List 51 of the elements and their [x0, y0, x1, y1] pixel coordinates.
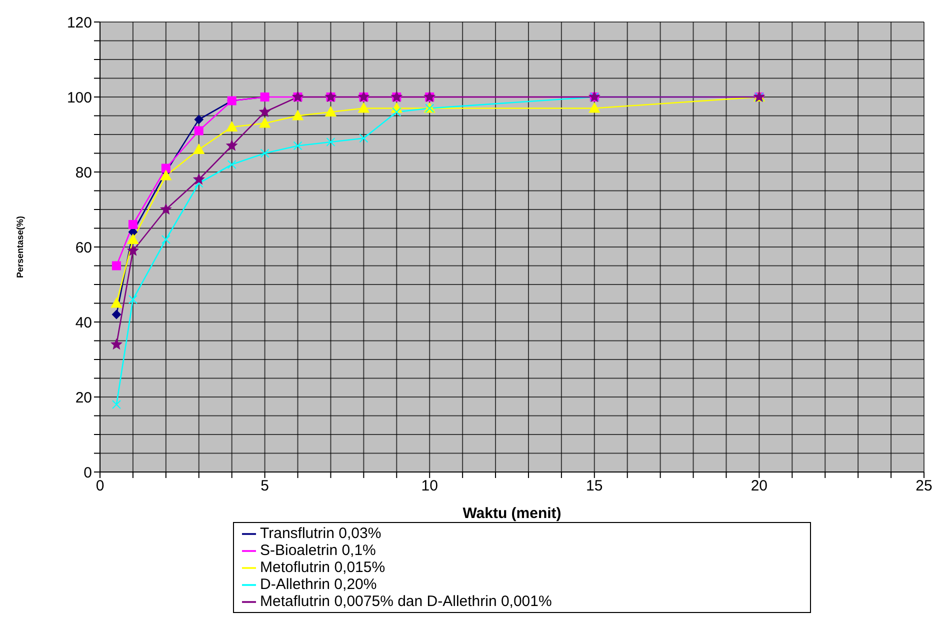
point [325, 106, 336, 116]
point [194, 174, 204, 184]
point [358, 102, 370, 113]
point [227, 160, 236, 169]
legend-label: Metaflutrin 0,0075% dan D-Allethrin 0,001% [260, 593, 552, 610]
x-axis-title: Waktu (menit) [462, 505, 562, 522]
point [160, 204, 172, 214]
point [161, 235, 170, 244]
x-tick-label: 5 [260, 478, 269, 495]
point [293, 141, 302, 150]
legend-label: Transflutrin 0,03% [260, 525, 382, 542]
point [194, 115, 204, 124]
point [161, 164, 170, 173]
y-tick-label: 0 [84, 464, 92, 482]
point [260, 106, 270, 117]
y-tick-label: 40 [75, 314, 92, 332]
point [112, 400, 121, 409]
point [226, 122, 238, 132]
point [127, 234, 138, 244]
point [392, 108, 402, 116]
y-tick-label: 60 [75, 239, 92, 256]
point [193, 144, 204, 154]
x-tick-label: 25 [916, 478, 932, 495]
point [259, 118, 270, 128]
y-axis-title: Persentase(%) [15, 216, 26, 278]
x-tick-label: 15 [586, 478, 603, 495]
y-tick-label: 100 [66, 89, 92, 106]
point [110, 298, 122, 308]
point [111, 339, 122, 350]
y-tick-label: 80 [75, 164, 92, 182]
point [194, 126, 204, 136]
point [588, 102, 600, 113]
x-tick-label: 10 [421, 478, 438, 495]
legend-label: D-Allethrin 0,20% [260, 576, 377, 593]
point [359, 134, 368, 143]
point [226, 140, 238, 150]
legend-label: S-Bioaletrin 0,1% [260, 542, 376, 559]
point [260, 148, 270, 158]
point [112, 310, 121, 319]
y-tick-label: 120 [66, 14, 92, 32]
point [128, 295, 138, 304]
x-tick-label: 0 [96, 478, 104, 495]
point [160, 170, 172, 180]
x-tick-label: 20 [750, 478, 768, 495]
point [128, 245, 138, 256]
legend-label: Metoflutrin 0,015% [260, 559, 386, 576]
point [112, 261, 121, 270]
point [128, 220, 138, 229]
point [326, 138, 336, 146]
point [292, 110, 304, 120]
y-tick-label: 20 [75, 389, 92, 406]
